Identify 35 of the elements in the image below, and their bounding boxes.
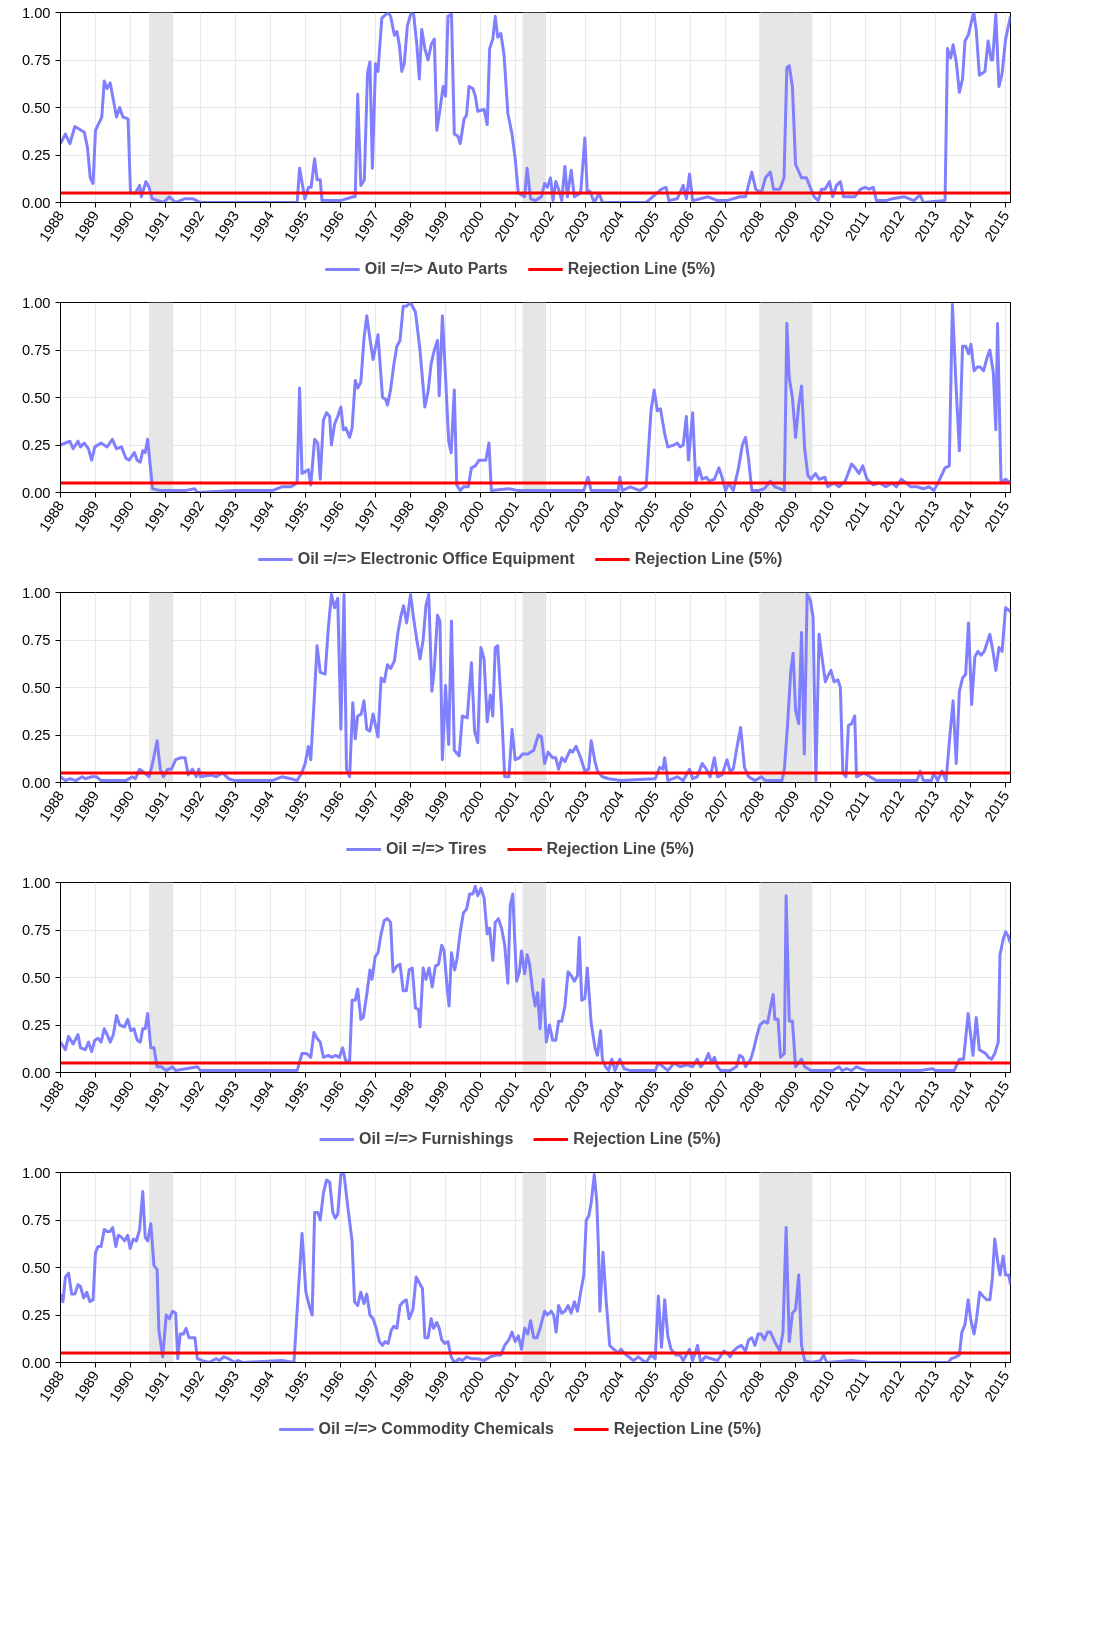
legend-label: Rejection Line (5%) [567, 260, 716, 278]
y-tick-label: 0.50 [21, 679, 51, 696]
y-tick-label: 0.50 [21, 389, 51, 406]
y-tick-label: 0.75 [21, 342, 51, 358]
legend-label: Oil =/=> Electronic Office Equipment [297, 550, 575, 568]
legend-label: Rejection Line (5%) [573, 1130, 721, 1148]
y-tick-label: 0.00 [21, 774, 51, 791]
legend-label: Oil =/=> Commodity Chemicals [318, 1420, 554, 1438]
legend-label: Rejection Line (5%) [613, 1420, 762, 1438]
y-tick-label: 0.00 [21, 194, 51, 211]
y-tick-label: 1.00 [21, 1164, 51, 1181]
y-tick-label: 0.00 [21, 1064, 51, 1081]
y-tick-label: 0.75 [21, 632, 51, 648]
y-tick-label: 1.00 [21, 294, 51, 311]
y-tick-label: 0.75 [21, 1212, 51, 1228]
legend-label: Oil =/=> Auto Parts [364, 260, 508, 278]
y-tick-label: 0.25 [21, 1307, 51, 1323]
legend-label: Rejection Line (5%) [634, 550, 783, 568]
y-tick-label: 0.50 [21, 1259, 51, 1276]
y-tick-label: 0.75 [21, 922, 51, 938]
y-tick-label: 0.50 [21, 969, 51, 986]
y-tick-label: 0.25 [21, 147, 51, 163]
y-tick-label: 1.00 [21, 584, 51, 601]
y-tick-label: 0.00 [21, 1354, 51, 1371]
y-tick-label: 0.25 [21, 437, 51, 453]
y-tick-label: 0.25 [21, 727, 51, 743]
y-tick-label: 0.50 [21, 99, 51, 116]
legend-label: Rejection Line (5%) [546, 840, 695, 858]
y-tick-label: 0.25 [21, 1017, 51, 1033]
y-tick-label: 0.75 [21, 52, 51, 68]
legend-label: Oil =/=> Furnishings [359, 1130, 514, 1148]
y-tick-label: 1.00 [21, 4, 51, 21]
y-tick-label: 1.00 [21, 874, 51, 891]
y-tick-label: 0.00 [21, 484, 51, 501]
legend-label: Oil =/=> Tires [385, 840, 487, 858]
